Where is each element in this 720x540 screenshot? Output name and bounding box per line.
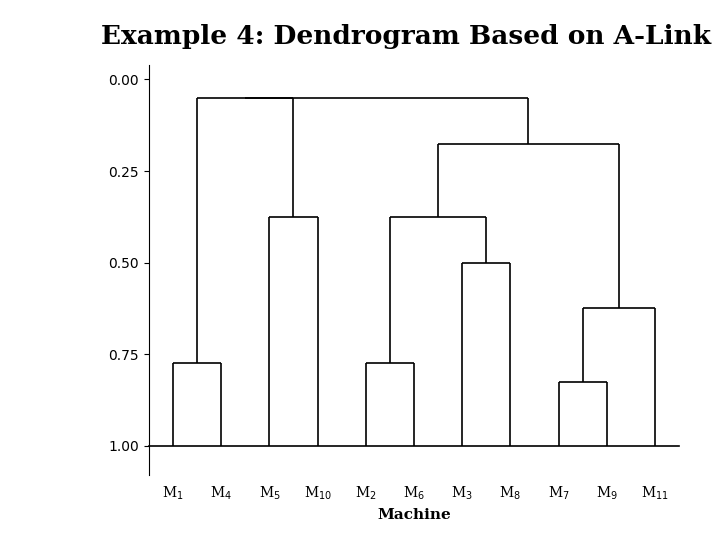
Text: Example 4: Dendrogram Based on A-Link: Example 4: Dendrogram Based on A-Link <box>101 24 711 49</box>
X-axis label: Machine: Machine <box>377 508 451 522</box>
